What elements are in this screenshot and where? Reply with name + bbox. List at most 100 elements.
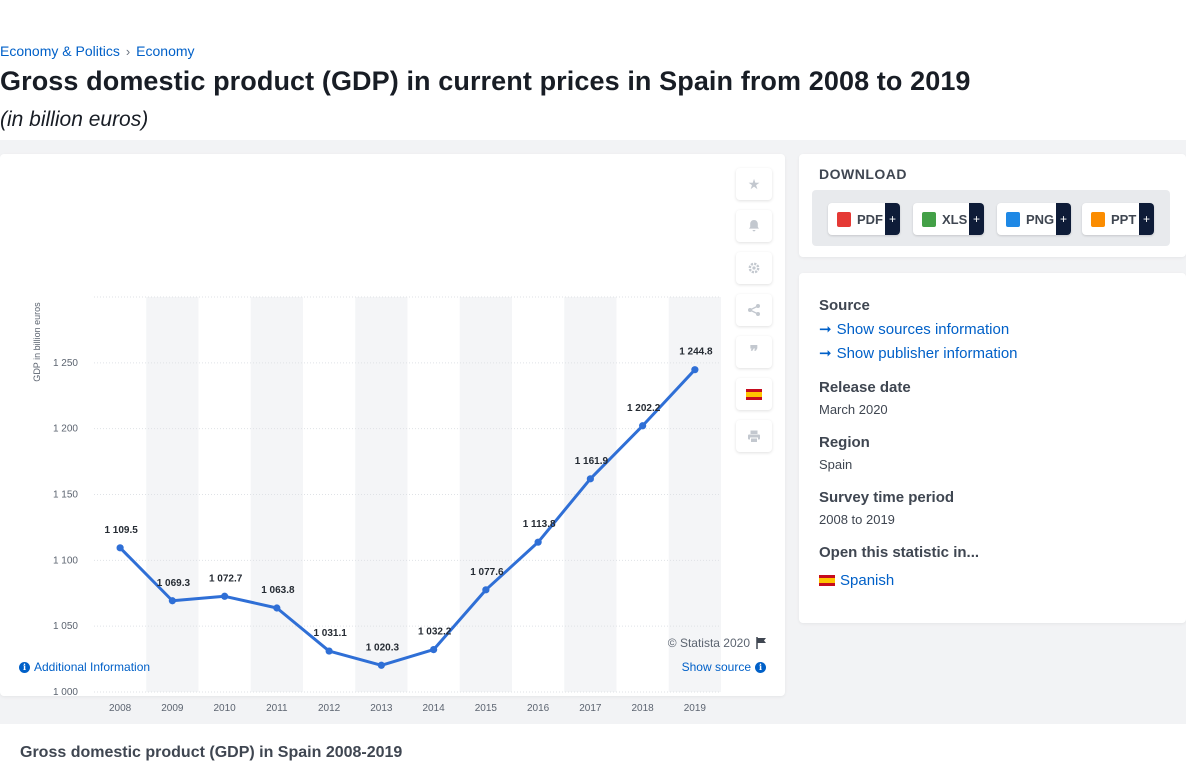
show-publisher-label: Show publisher information <box>836 344 1018 362</box>
x-tick-label: 2011 <box>266 703 288 714</box>
related-statistic-title[interactable]: Gross domestic product (GDP) in Spain 20… <box>20 744 403 761</box>
x-tick-label: 2013 <box>370 703 393 714</box>
show-sources-label: Show sources information <box>836 320 1010 338</box>
data-point <box>639 422 647 430</box>
download-ppt-plus[interactable]: + <box>1139 203 1154 235</box>
spain-flag-icon <box>819 575 835 586</box>
data-point <box>221 592 229 600</box>
data-point <box>377 661 385 669</box>
download-png-label: PNG <box>1026 211 1055 227</box>
y-axis-label: GDP in billion euros <box>32 302 42 382</box>
related-statistic-card: Gross domestic product (GDP) in Spain 20… <box>0 724 1186 784</box>
data-label: 1 077.6 <box>470 567 504 578</box>
data-point <box>325 647 333 655</box>
region-value: Spain <box>819 457 853 472</box>
data-point <box>430 646 438 654</box>
data-label: 1 063.8 <box>261 585 295 596</box>
download-card: DOWNLOAD PDF + XLS + PNG + PPT + <box>799 154 1186 257</box>
chart-tools: ★ ❞ <box>736 168 772 452</box>
spain-flag-icon[interactable] <box>736 378 772 410</box>
data-point <box>534 538 542 546</box>
x-tick-label: 2009 <box>161 703 184 714</box>
print-icon[interactable] <box>736 420 772 452</box>
data-label: 1 244.8 <box>679 347 713 358</box>
data-label: 1 069.3 <box>157 578 191 589</box>
bell-icon[interactable] <box>736 210 772 242</box>
open-statistic-heading: Open this statistic in... <box>819 544 980 561</box>
share-icon[interactable] <box>736 294 772 326</box>
png-file-icon <box>1006 211 1020 227</box>
arrow-right-icon: ➞ <box>819 345 832 362</box>
xls-file-icon <box>922 211 936 227</box>
show-source-link[interactable]: Show source i <box>682 660 766 674</box>
data-label: 1 161.9 <box>575 456 609 467</box>
page-subtitle: (in billion euros) <box>0 108 149 131</box>
x-tick-label: 2010 <box>214 703 237 714</box>
gear-icon[interactable] <box>736 252 772 284</box>
show-publisher-link[interactable]: ➞ Show publisher information <box>819 344 1018 363</box>
page-title: Gross domestic product (GDP) in current … <box>0 66 971 96</box>
y-tick-label: 1 250 <box>53 358 78 369</box>
x-tick-label: 2019 <box>684 703 707 714</box>
download-buttons: PDF + XLS + PNG + PPT + <box>812 190 1170 246</box>
copyright-notice: © Statista 2020 <box>668 636 767 650</box>
x-tick-label: 2008 <box>109 703 132 714</box>
y-tick-label: 1 000 <box>53 687 78 698</box>
download-pdf-button[interactable]: PDF + <box>828 203 900 235</box>
open-in-spanish-label: Spanish <box>840 572 895 589</box>
region-heading: Region <box>819 434 870 451</box>
data-label: 1 020.3 <box>366 642 400 653</box>
survey-period-heading: Survey time period <box>819 489 955 506</box>
download-png-plus[interactable]: + <box>1056 203 1071 235</box>
x-tick-label: 2017 <box>579 703 602 714</box>
open-in-spanish-link[interactable]: Spanish <box>819 572 894 589</box>
data-label: 1 031.1 <box>313 628 347 639</box>
data-label: 1 032.2 <box>418 627 452 638</box>
chevron-right-icon: › <box>125 43 131 59</box>
x-tick-label: 2014 <box>423 703 446 714</box>
download-heading: DOWNLOAD <box>819 166 907 182</box>
data-point <box>586 475 594 483</box>
quote-icon[interactable]: ❞ <box>736 336 772 368</box>
pdf-file-icon <box>837 211 851 227</box>
info-icon: i <box>19 661 30 673</box>
data-point <box>168 597 176 605</box>
arrow-right-icon: ➞ <box>819 321 832 338</box>
column-band <box>459 297 512 692</box>
flag-report-icon[interactable] <box>756 637 767 649</box>
data-label: 1 072.7 <box>209 573 243 584</box>
data-label: 1 109.5 <box>104 525 138 536</box>
show-source-label: Show source <box>681 660 751 674</box>
y-tick-label: 1 050 <box>53 621 78 632</box>
data-label: 1 202.2 <box>627 403 661 414</box>
download-png-button[interactable]: PNG + <box>997 203 1071 235</box>
top-bar <box>0 0 1186 40</box>
star-icon[interactable]: ★ <box>736 168 772 200</box>
y-tick-label: 1 100 <box>53 555 78 566</box>
breadcrumb-economy[interactable]: Economy <box>136 43 195 59</box>
column-band <box>564 297 617 692</box>
data-point <box>482 586 490 594</box>
breadcrumb: Economy & Politics › Economy <box>0 43 195 59</box>
data-point <box>273 604 281 612</box>
column-band <box>355 297 408 692</box>
breadcrumb-economy-politics[interactable]: Economy & Politics <box>0 43 120 59</box>
x-tick-label: 2012 <box>318 703 341 714</box>
header-background <box>0 40 1186 140</box>
release-date-heading: Release date <box>819 379 911 396</box>
x-tick-label: 2018 <box>632 703 655 714</box>
download-pdf-label: PDF <box>857 211 883 227</box>
download-pdf-plus[interactable]: + <box>885 203 900 235</box>
x-tick-label: 2015 <box>475 703 498 714</box>
data-point <box>116 544 124 552</box>
download-ppt-button[interactable]: PPT + <box>1082 203 1154 235</box>
data-label: 1 113.8 <box>523 519 556 530</box>
additional-information-link[interactable]: i Additional Information <box>19 660 150 674</box>
download-xls-plus[interactable]: + <box>969 203 984 235</box>
show-sources-link[interactable]: ➞ Show sources information <box>819 320 1010 339</box>
copyright-text: © Statista 2020 <box>667 636 750 650</box>
download-xls-button[interactable]: XLS + <box>913 203 984 235</box>
gdp-line-chart: 1 000 1 050 1 100 1 150 1 200 1 250 2008 2009 2… <box>32 296 721 714</box>
download-ppt-label: PPT <box>1111 211 1137 227</box>
release-date-value: March 2020 <box>819 402 888 417</box>
